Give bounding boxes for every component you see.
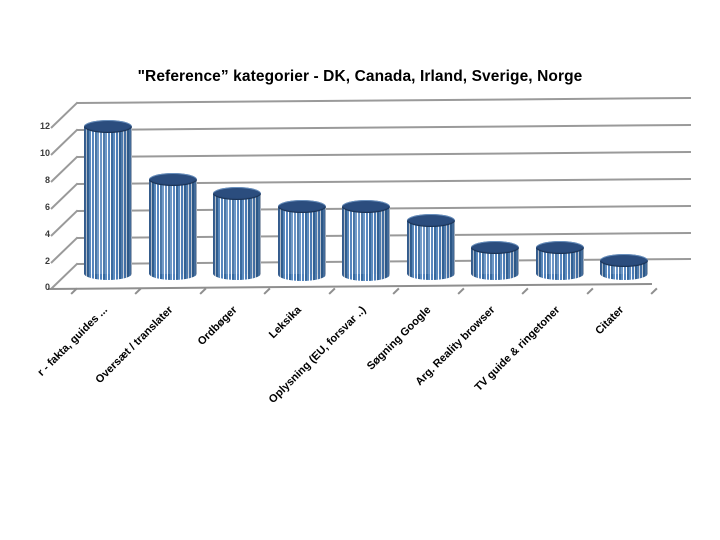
y-axis-tick-label-10: 10 bbox=[39, 147, 50, 158]
cylinder-bar-2 bbox=[148, 173, 197, 281]
cylinder-top-cap bbox=[84, 119, 132, 133]
cylinder-bar-9 bbox=[600, 254, 649, 281]
cylinder-top-cap bbox=[600, 254, 649, 268]
cylinder-bar-6 bbox=[406, 213, 455, 281]
y-axis-tick-label-2: 2 bbox=[44, 255, 50, 266]
category-tick bbox=[457, 287, 464, 295]
y-axis-tick-label-0: 0 bbox=[44, 282, 50, 293]
cylinder-top-cap bbox=[277, 200, 326, 214]
cylinder-top-cap bbox=[406, 213, 455, 227]
cylinder-bar-7 bbox=[471, 240, 520, 281]
gridline-wall-segment-2 bbox=[50, 236, 79, 264]
cylinder-bar-4 bbox=[277, 200, 326, 281]
cylinder-top-cap bbox=[535, 240, 584, 254]
cylinder-top-cap bbox=[342, 200, 391, 214]
gridline-wall-segment-0 bbox=[50, 262, 79, 291]
cylinder-body bbox=[148, 179, 197, 274]
category-tick bbox=[650, 287, 658, 295]
category-label-4: Leksika bbox=[267, 304, 305, 342]
gridline-wall-segment-8 bbox=[50, 155, 79, 183]
y-axis-tick-label-12: 12 bbox=[39, 121, 50, 131]
category-tick bbox=[263, 287, 271, 295]
category-label-9: Citater bbox=[593, 304, 627, 338]
gridline-12 bbox=[76, 96, 691, 104]
cylinder-body bbox=[213, 193, 262, 274]
gridline-8 bbox=[76, 150, 691, 158]
category-tick bbox=[328, 287, 335, 295]
cylinder-bar-5 bbox=[342, 200, 391, 281]
category-label-6: Søgning Google bbox=[364, 304, 434, 373]
cylinder-bar-1 bbox=[84, 119, 132, 281]
gridline-wall-segment-12 bbox=[50, 101, 79, 129]
cylinder-body bbox=[277, 206, 326, 274]
y-axis-tick-label-6: 6 bbox=[44, 201, 50, 212]
category-label-1: r - fakta, guides ... bbox=[35, 304, 111, 379]
gridline-10 bbox=[76, 123, 691, 131]
gridline-wall-segment-6 bbox=[50, 182, 79, 210]
category-tick bbox=[586, 287, 594, 295]
cylinder-bar-8 bbox=[535, 240, 584, 281]
chart-title: "Reference” kategorier - DK, Canada, Irl… bbox=[137, 68, 583, 85]
cylinder-top-cap bbox=[213, 186, 262, 200]
gridline-wall-segment-10 bbox=[50, 128, 79, 156]
gridline-wall-segment-4 bbox=[50, 209, 79, 237]
cylinder-body bbox=[342, 206, 391, 274]
cylinder-top-cap bbox=[148, 173, 197, 187]
category-tick bbox=[392, 287, 400, 295]
cylinder-body bbox=[406, 220, 455, 274]
category-tick bbox=[521, 287, 529, 295]
y-axis-tick-label-4: 4 bbox=[44, 228, 50, 239]
cylinder-body bbox=[84, 126, 132, 274]
y-axis-tick-label-8: 8 bbox=[44, 174, 50, 185]
cylinder-bar-3 bbox=[213, 186, 262, 281]
category-label-3: Ordbøger bbox=[195, 304, 240, 348]
cylinder-top-cap bbox=[471, 240, 520, 254]
